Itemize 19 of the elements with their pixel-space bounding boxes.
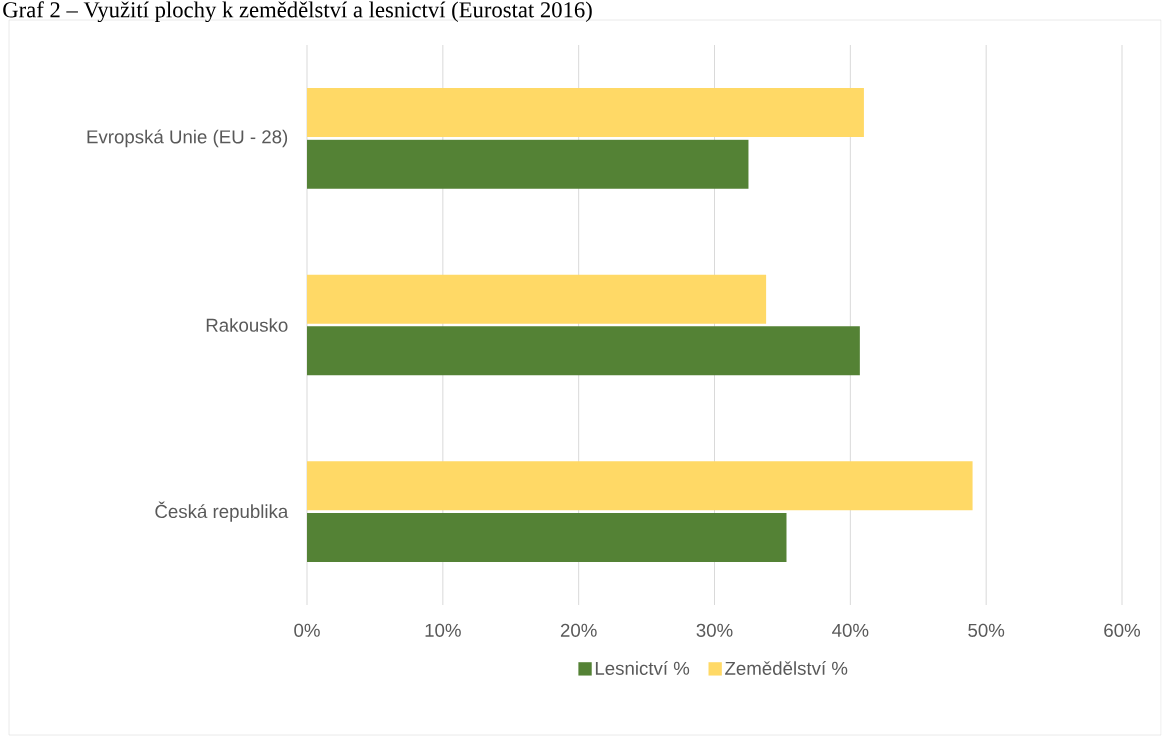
bar	[307, 139, 749, 189]
x-tick-label: 50%	[968, 623, 1005, 637]
x-tick-label: 40%	[832, 623, 869, 637]
y-tick-label: Evropská Unie (EU - 28)	[87, 129, 288, 148]
bar	[307, 513, 787, 563]
x-tick-label: 60%	[1104, 623, 1141, 637]
x-tick-label: 30%	[696, 623, 733, 637]
legend-label: Zemědělství %	[725, 660, 848, 675]
x-tick-label: 20%	[560, 623, 597, 637]
y-tick-label: Česká republika	[155, 501, 289, 522]
x-tick-label: 10%	[425, 623, 461, 637]
y-tick-label: Rakousko	[206, 318, 288, 332]
bar	[307, 88, 864, 138]
bar	[307, 326, 860, 376]
bar	[307, 274, 767, 324]
chart-title: Graf 2 – Využití plochy k zemědělství a lesnictví (Eurostat 2016)	[3, 1, 592, 23]
x-tick-label: 0%	[294, 623, 320, 637]
bar	[307, 461, 973, 511]
legend-label: Lesnictví %	[595, 660, 690, 675]
